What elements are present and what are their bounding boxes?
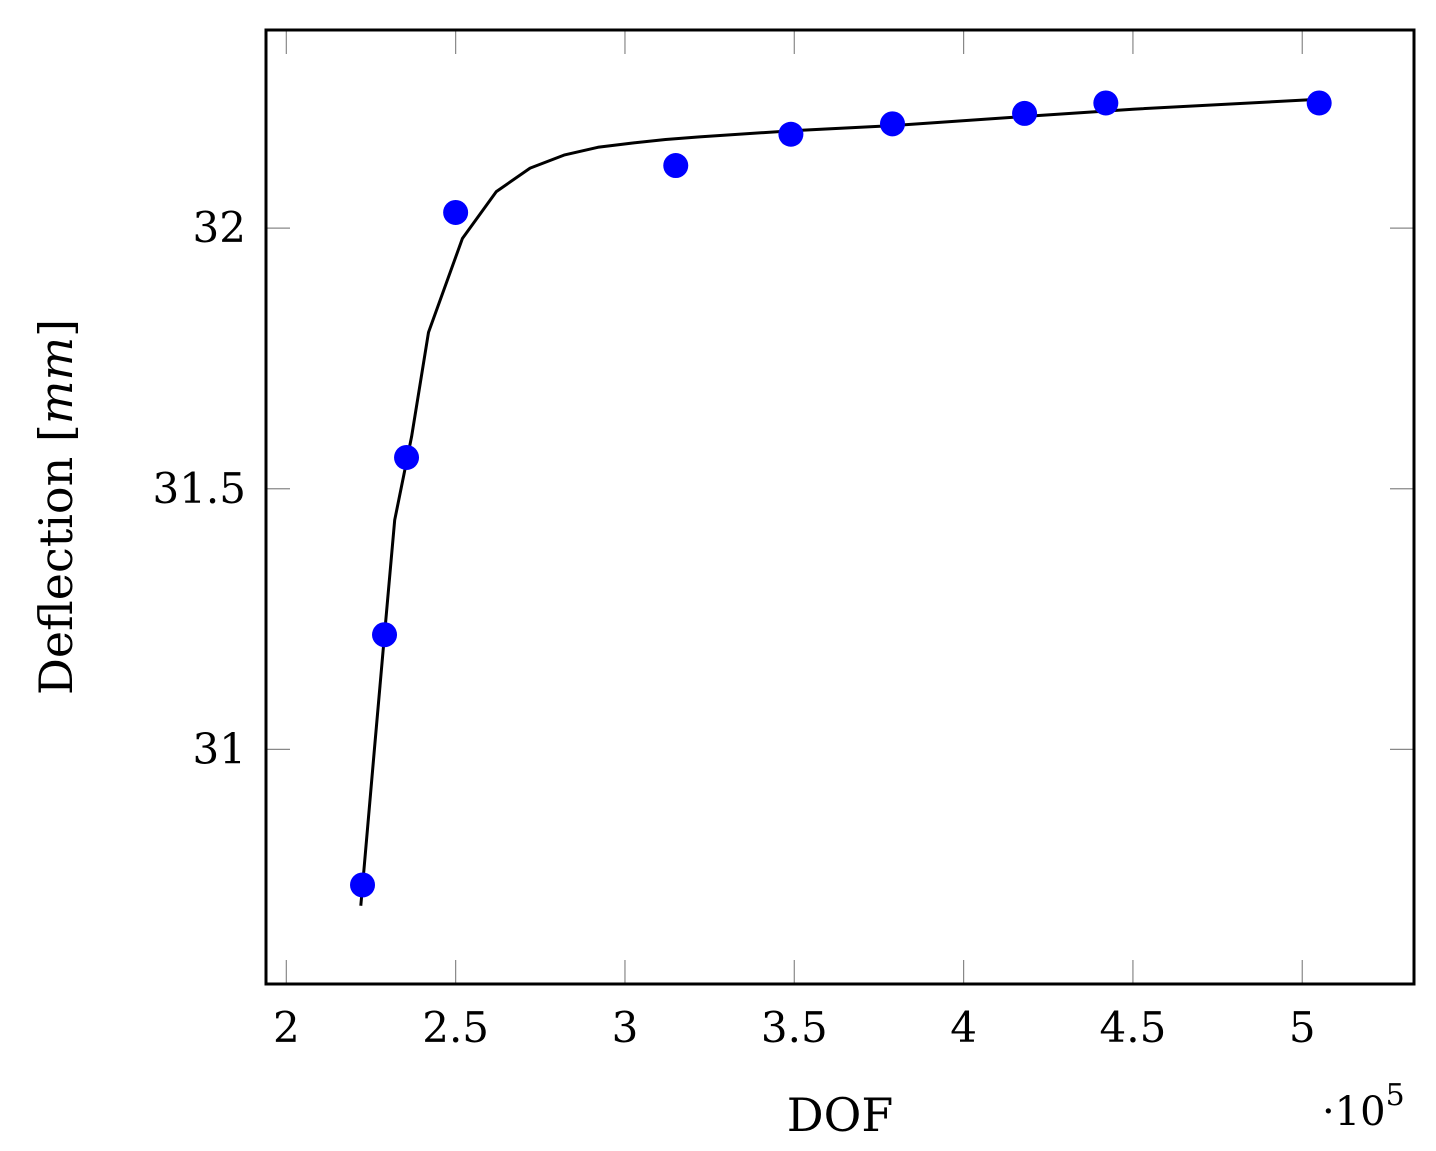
y-axis-label: Deflection [mm] [29,319,83,695]
x-multiplier: ·105 [1322,1078,1405,1135]
x-tick-label: 4 [950,1003,977,1052]
data-point [394,444,420,470]
y-axis-label-suffix: ] [29,319,83,337]
tick-labels: 2 2.5 3 3.5 4 4.5 5 31 31.5 32 [152,203,1315,1052]
data-point [443,199,469,225]
y-tick-label: 32 [193,203,246,252]
fit-curve-line [359,97,1320,906]
x-tick-label: 3 [612,1003,639,1052]
x-tick-label: 2 [273,1003,300,1052]
x-tick-label: 2.5 [422,1003,489,1052]
data-point [663,153,689,179]
x-tick-label: 3.5 [761,1003,828,1052]
y-axis-label-unit: mm [29,337,83,424]
plot-series [350,90,1332,906]
x-tick-label: 4.5 [1100,1003,1167,1052]
data-point [350,872,376,898]
y-axis-label-prefix: Deflection [ [29,424,83,695]
data-point [1012,100,1038,126]
x-axis-label: DOF [787,1088,894,1142]
x-multiplier-base: ·10 [1322,1089,1386,1135]
plot-frame [264,28,1416,986]
data-point [1093,90,1119,116]
axis-ticks [266,30,1414,984]
data-point [778,121,804,147]
data-point [372,622,398,648]
y-tick-label: 31.5 [152,464,246,513]
x-tick-label: 5 [1289,1003,1316,1052]
data-point [879,111,905,137]
y-tick-label: 31 [193,724,246,773]
data-point [1306,90,1332,116]
x-multiplier-exponent: 5 [1386,1078,1405,1113]
